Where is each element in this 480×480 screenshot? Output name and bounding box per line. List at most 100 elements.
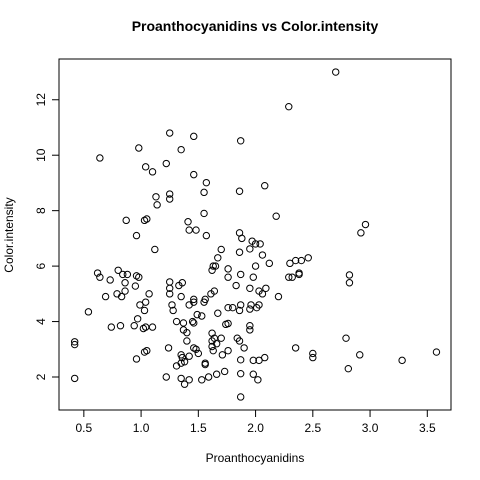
point bbox=[162, 373, 170, 381]
point bbox=[249, 273, 257, 281]
point bbox=[220, 367, 229, 376]
point bbox=[235, 337, 244, 345]
point bbox=[178, 353, 187, 362]
x-tick-label: 2.5 bbox=[304, 421, 321, 435]
point bbox=[255, 301, 263, 309]
point bbox=[135, 144, 143, 152]
point bbox=[121, 287, 129, 295]
point bbox=[122, 216, 130, 225]
point bbox=[96, 273, 104, 281]
point bbox=[356, 351, 364, 359]
point bbox=[177, 374, 185, 383]
point bbox=[261, 182, 269, 190]
point bbox=[224, 319, 232, 328]
y-axis-label: Color.intensity bbox=[2, 197, 16, 272]
point bbox=[209, 262, 217, 270]
point bbox=[214, 254, 222, 262]
point bbox=[249, 370, 257, 378]
point bbox=[236, 369, 245, 378]
point bbox=[285, 273, 293, 281]
point bbox=[208, 266, 216, 274]
point bbox=[286, 259, 294, 268]
point bbox=[183, 337, 191, 345]
y-tick-label: 2 bbox=[34, 373, 48, 380]
point bbox=[251, 262, 260, 270]
point bbox=[106, 276, 114, 284]
point bbox=[236, 270, 245, 279]
y-tick-label: 4 bbox=[34, 318, 48, 325]
point bbox=[251, 240, 260, 248]
point bbox=[190, 132, 198, 141]
point bbox=[185, 226, 193, 234]
point bbox=[177, 145, 185, 154]
point bbox=[247, 301, 255, 309]
point bbox=[297, 256, 306, 265]
x-tick-label: 3.5 bbox=[419, 421, 436, 435]
point bbox=[117, 292, 126, 301]
point bbox=[246, 322, 254, 330]
point bbox=[133, 315, 142, 323]
point bbox=[200, 188, 208, 197]
point bbox=[309, 353, 317, 362]
point bbox=[285, 102, 293, 111]
point bbox=[164, 344, 173, 352]
point bbox=[180, 380, 189, 388]
point bbox=[249, 356, 257, 365]
point bbox=[177, 292, 185, 301]
point bbox=[309, 349, 317, 358]
point bbox=[140, 306, 149, 315]
point bbox=[136, 301, 144, 309]
point bbox=[246, 284, 254, 292]
point bbox=[217, 245, 225, 254]
point bbox=[190, 295, 198, 304]
point bbox=[194, 349, 203, 358]
point bbox=[357, 229, 365, 237]
point bbox=[172, 362, 181, 370]
point bbox=[224, 303, 232, 312]
point bbox=[148, 323, 157, 331]
point bbox=[291, 256, 300, 265]
point bbox=[70, 338, 79, 346]
point bbox=[145, 290, 153, 298]
point bbox=[291, 344, 300, 352]
point bbox=[188, 317, 197, 326]
point bbox=[202, 231, 211, 240]
point bbox=[70, 340, 79, 349]
point bbox=[344, 364, 353, 373]
point bbox=[123, 270, 132, 279]
point bbox=[398, 356, 406, 365]
point bbox=[345, 279, 354, 287]
point bbox=[246, 326, 254, 334]
point bbox=[184, 218, 192, 226]
point bbox=[288, 273, 296, 281]
point bbox=[141, 298, 150, 306]
point bbox=[262, 284, 270, 292]
point bbox=[254, 376, 262, 384]
point bbox=[235, 248, 244, 256]
point bbox=[143, 346, 151, 355]
chart-title: Proanthocyanidins vs Color.intensity bbox=[132, 18, 379, 34]
point bbox=[246, 305, 254, 313]
y-tick-label: 12 bbox=[34, 93, 48, 107]
point bbox=[236, 137, 245, 145]
point bbox=[166, 278, 174, 286]
point bbox=[258, 290, 267, 298]
point bbox=[101, 292, 110, 301]
point bbox=[212, 370, 221, 378]
point bbox=[361, 220, 370, 229]
point bbox=[201, 359, 209, 367]
point bbox=[261, 353, 269, 362]
point bbox=[202, 178, 211, 187]
point bbox=[166, 195, 174, 203]
point bbox=[210, 287, 219, 295]
point bbox=[151, 245, 159, 254]
x-tick-label: 0.5 bbox=[75, 421, 92, 435]
point bbox=[183, 328, 191, 337]
point bbox=[166, 190, 174, 198]
point bbox=[224, 273, 232, 281]
point bbox=[198, 376, 206, 384]
point bbox=[258, 251, 267, 259]
point bbox=[168, 301, 176, 309]
point bbox=[209, 346, 217, 355]
point bbox=[236, 301, 245, 309]
